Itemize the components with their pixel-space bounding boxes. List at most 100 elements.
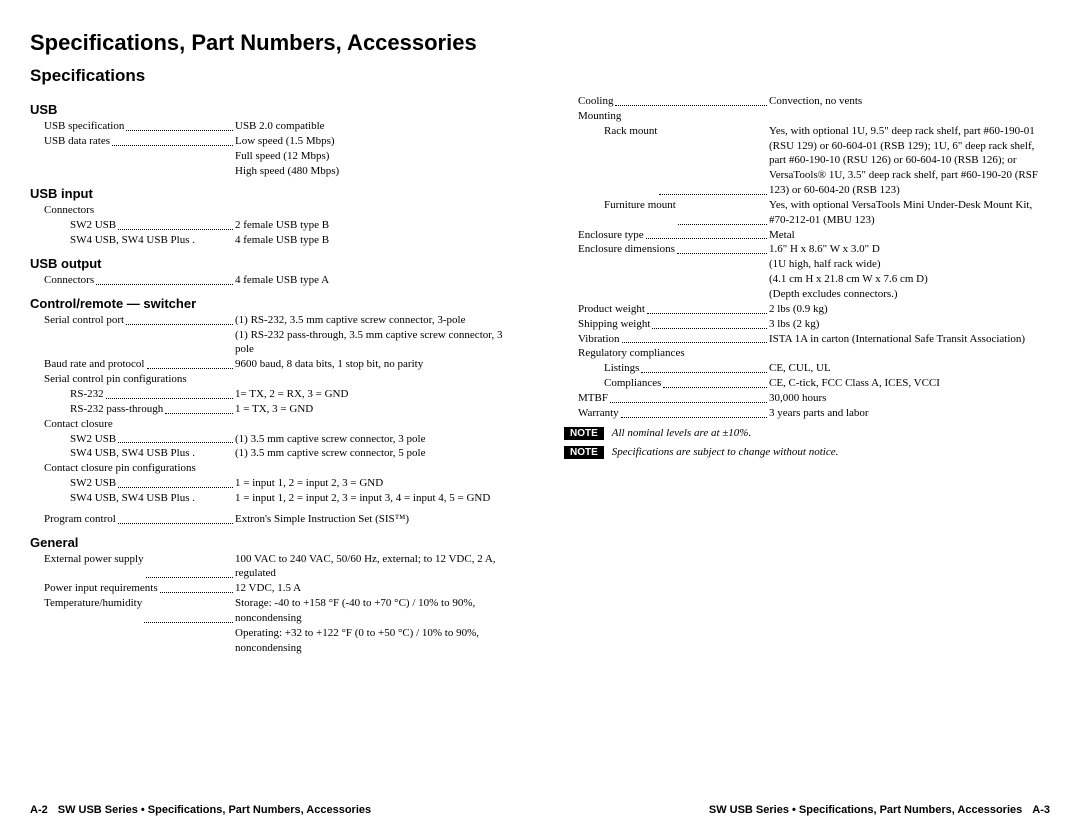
footer-text-left: SW USB Series • Specifications, Part Num… bbox=[58, 804, 371, 816]
label: Listings bbox=[564, 361, 639, 376]
value: Operating: +32 to +122 °F (0 to +50 °C) … bbox=[235, 626, 516, 656]
label: Serial control pin configurations bbox=[30, 372, 516, 387]
ctrl-head: Control/remote — switcher bbox=[30, 296, 516, 311]
label: SW4 USB, SW4 USB Plus . bbox=[30, 491, 195, 506]
label: Compliances bbox=[564, 376, 661, 391]
note-row: NOTE All nominal levels are at ±10%. bbox=[564, 427, 1050, 440]
label: Program control bbox=[30, 512, 116, 527]
note-text: All nominal levels are at ±10%. bbox=[612, 427, 1050, 439]
label: Shipping weight bbox=[564, 317, 650, 332]
spec-row: SW2 USB (1) 3.5 mm captive screw connect… bbox=[30, 432, 516, 447]
value: Low speed (1.5 Mbps) bbox=[235, 134, 516, 149]
spec-row: Temperature/humidity Storage: -40 to +15… bbox=[30, 596, 516, 626]
spec-row: SW4 USB, SW4 USB Plus . 4 female USB typ… bbox=[30, 233, 516, 248]
label: Contact closure bbox=[30, 417, 516, 432]
page-num-left: A-2 bbox=[30, 804, 48, 816]
label: Warranty bbox=[564, 406, 619, 421]
label: Baud rate and protocol bbox=[30, 357, 145, 372]
label: Vibration bbox=[564, 332, 620, 347]
value: Metal bbox=[769, 228, 1050, 243]
spec-row: USB specification USB 2.0 compatible bbox=[30, 119, 516, 134]
usb-output-head: USB output bbox=[30, 256, 516, 271]
page: Specifications, Part Numbers, Accessorie… bbox=[0, 0, 1080, 834]
spec-row: Program control Extron's Simple Instruct… bbox=[30, 512, 516, 527]
spec-row: Rack mount Yes, with optional 1U, 9.5" d… bbox=[564, 124, 1050, 198]
value: Extron's Simple Instruction Set (SIS™) bbox=[235, 512, 516, 527]
label: USB data rates bbox=[30, 134, 110, 149]
label: SW2 USB bbox=[30, 432, 116, 447]
value: 100 VAC to 240 VAC, 50/60 Hz, external; … bbox=[235, 552, 516, 582]
value: Convection, no vents bbox=[769, 94, 1050, 109]
value: 12 VDC, 1.5 A bbox=[235, 581, 516, 596]
spec-row: Warranty 3 years parts and labor bbox=[564, 406, 1050, 421]
spec-row: USB data rates Low speed (1.5 Mbps) bbox=[30, 134, 516, 149]
label: Connectors bbox=[30, 203, 516, 218]
spec-row: Compliances CE, C-tick, FCC Class A, ICE… bbox=[564, 376, 1050, 391]
value: 4 female USB type B bbox=[235, 233, 516, 248]
label: SW4 USB, SW4 USB Plus . bbox=[30, 446, 195, 461]
label: Connectors bbox=[30, 273, 94, 288]
right-column: Cooling Convection, no vents Mounting Ra… bbox=[564, 94, 1050, 792]
label: Temperature/humidity bbox=[30, 596, 142, 626]
label: USB specification bbox=[30, 119, 124, 134]
columns: USB USB specification USB 2.0 compatible… bbox=[30, 94, 1050, 792]
left-column: USB USB specification USB 2.0 compatible… bbox=[30, 94, 516, 792]
spec-row: Enclosure dimensions 1.6" H x 8.6" W x 3… bbox=[564, 242, 1050, 257]
value: (1U high, half rack wide) bbox=[769, 257, 1050, 272]
value: (1) RS-232 pass-through, 3.5 mm captive … bbox=[235, 328, 516, 358]
spec-row: RS-232 1= TX, 2 = RX, 3 = GND bbox=[30, 387, 516, 402]
value: 9600 baud, 8 data bits, 1 stop bit, no p… bbox=[235, 357, 516, 372]
note-text: Specifications are subject to change wit… bbox=[612, 446, 1050, 458]
spec-row: Product weight 2 lbs (0.9 kg) bbox=[564, 302, 1050, 317]
label: Enclosure type bbox=[564, 228, 644, 243]
spec-row: External power supply 100 VAC to 240 VAC… bbox=[30, 552, 516, 582]
label: SW2 USB bbox=[30, 476, 116, 491]
spec-row: SW2 USB 2 female USB type B bbox=[30, 218, 516, 233]
general-head: General bbox=[30, 535, 516, 550]
sub-title: Specifications bbox=[30, 66, 1050, 86]
value: High speed (480 Mbps) bbox=[235, 164, 516, 179]
value: 1= TX, 2 = RX, 3 = GND bbox=[235, 387, 516, 402]
usb-input-head: USB input bbox=[30, 186, 516, 201]
value: (4.1 cm H x 21.8 cm W x 7.6 cm D) bbox=[769, 272, 1050, 287]
value: 4 female USB type A bbox=[235, 273, 516, 288]
label: External power supply bbox=[30, 552, 144, 582]
footer-text-right: SW USB Series • Specifications, Part Num… bbox=[709, 804, 1022, 816]
note-badge: NOTE bbox=[564, 427, 604, 440]
main-title: Specifications, Part Numbers, Accessorie… bbox=[30, 30, 1050, 56]
page-num-right: A-3 bbox=[1032, 804, 1050, 816]
value: CE, C-tick, FCC Class A, ICES, VCCI bbox=[769, 376, 1050, 391]
value: 30,000 hours bbox=[769, 391, 1050, 406]
spec-row: RS-232 pass-through 1 = TX, 3 = GND bbox=[30, 402, 516, 417]
spec-row: Cooling Convection, no vents bbox=[564, 94, 1050, 109]
value: (1) 3.5 mm captive screw connector, 5 po… bbox=[235, 446, 516, 461]
value: USB 2.0 compatible bbox=[235, 119, 516, 134]
label: Enclosure dimensions bbox=[564, 242, 675, 257]
value: Yes, with optional 1U, 9.5" deep rack sh… bbox=[769, 124, 1050, 198]
label: Cooling bbox=[564, 94, 613, 109]
spec-row: SW4 USB, SW4 USB Plus . (1) 3.5 mm capti… bbox=[30, 446, 516, 461]
label: RS-232 bbox=[30, 387, 104, 402]
spec-row: Connectors 4 female USB type A bbox=[30, 273, 516, 288]
value: 2 female USB type B bbox=[235, 218, 516, 233]
spec-row: MTBF 30,000 hours bbox=[564, 391, 1050, 406]
value: 3 lbs (2 kg) bbox=[769, 317, 1050, 332]
spec-row: Furniture mount Yes, with optional Versa… bbox=[564, 198, 1050, 228]
value: Storage: -40 to +158 °F (-40 to +70 °C) … bbox=[235, 596, 516, 626]
spec-row: Shipping weight 3 lbs (2 kg) bbox=[564, 317, 1050, 332]
label: Mounting bbox=[564, 109, 1050, 124]
usb-head: USB bbox=[30, 102, 516, 117]
value: 1 = input 1, 2 = input 2, 3 = GND bbox=[235, 476, 516, 491]
label: Furniture mount bbox=[564, 198, 676, 228]
label: Rack mount bbox=[564, 124, 657, 198]
value: 1 = TX, 3 = GND bbox=[235, 402, 516, 417]
spec-row: SW2 USB 1 = input 1, 2 = input 2, 3 = GN… bbox=[30, 476, 516, 491]
label: Power input requirements bbox=[30, 581, 158, 596]
label: SW2 USB bbox=[30, 218, 116, 233]
spec-row: SW4 USB, SW4 USB Plus . 1 = input 1, 2 =… bbox=[30, 491, 516, 506]
value: CE, CUL, UL bbox=[769, 361, 1050, 376]
footer: A-2 SW USB Series • Specifications, Part… bbox=[30, 792, 1050, 834]
spec-row: Serial control port (1) RS-232, 3.5 mm c… bbox=[30, 313, 516, 328]
spec-row: Baud rate and protocol 9600 baud, 8 data… bbox=[30, 357, 516, 372]
spec-row: Vibration ISTA 1A in carton (Internation… bbox=[564, 332, 1050, 347]
